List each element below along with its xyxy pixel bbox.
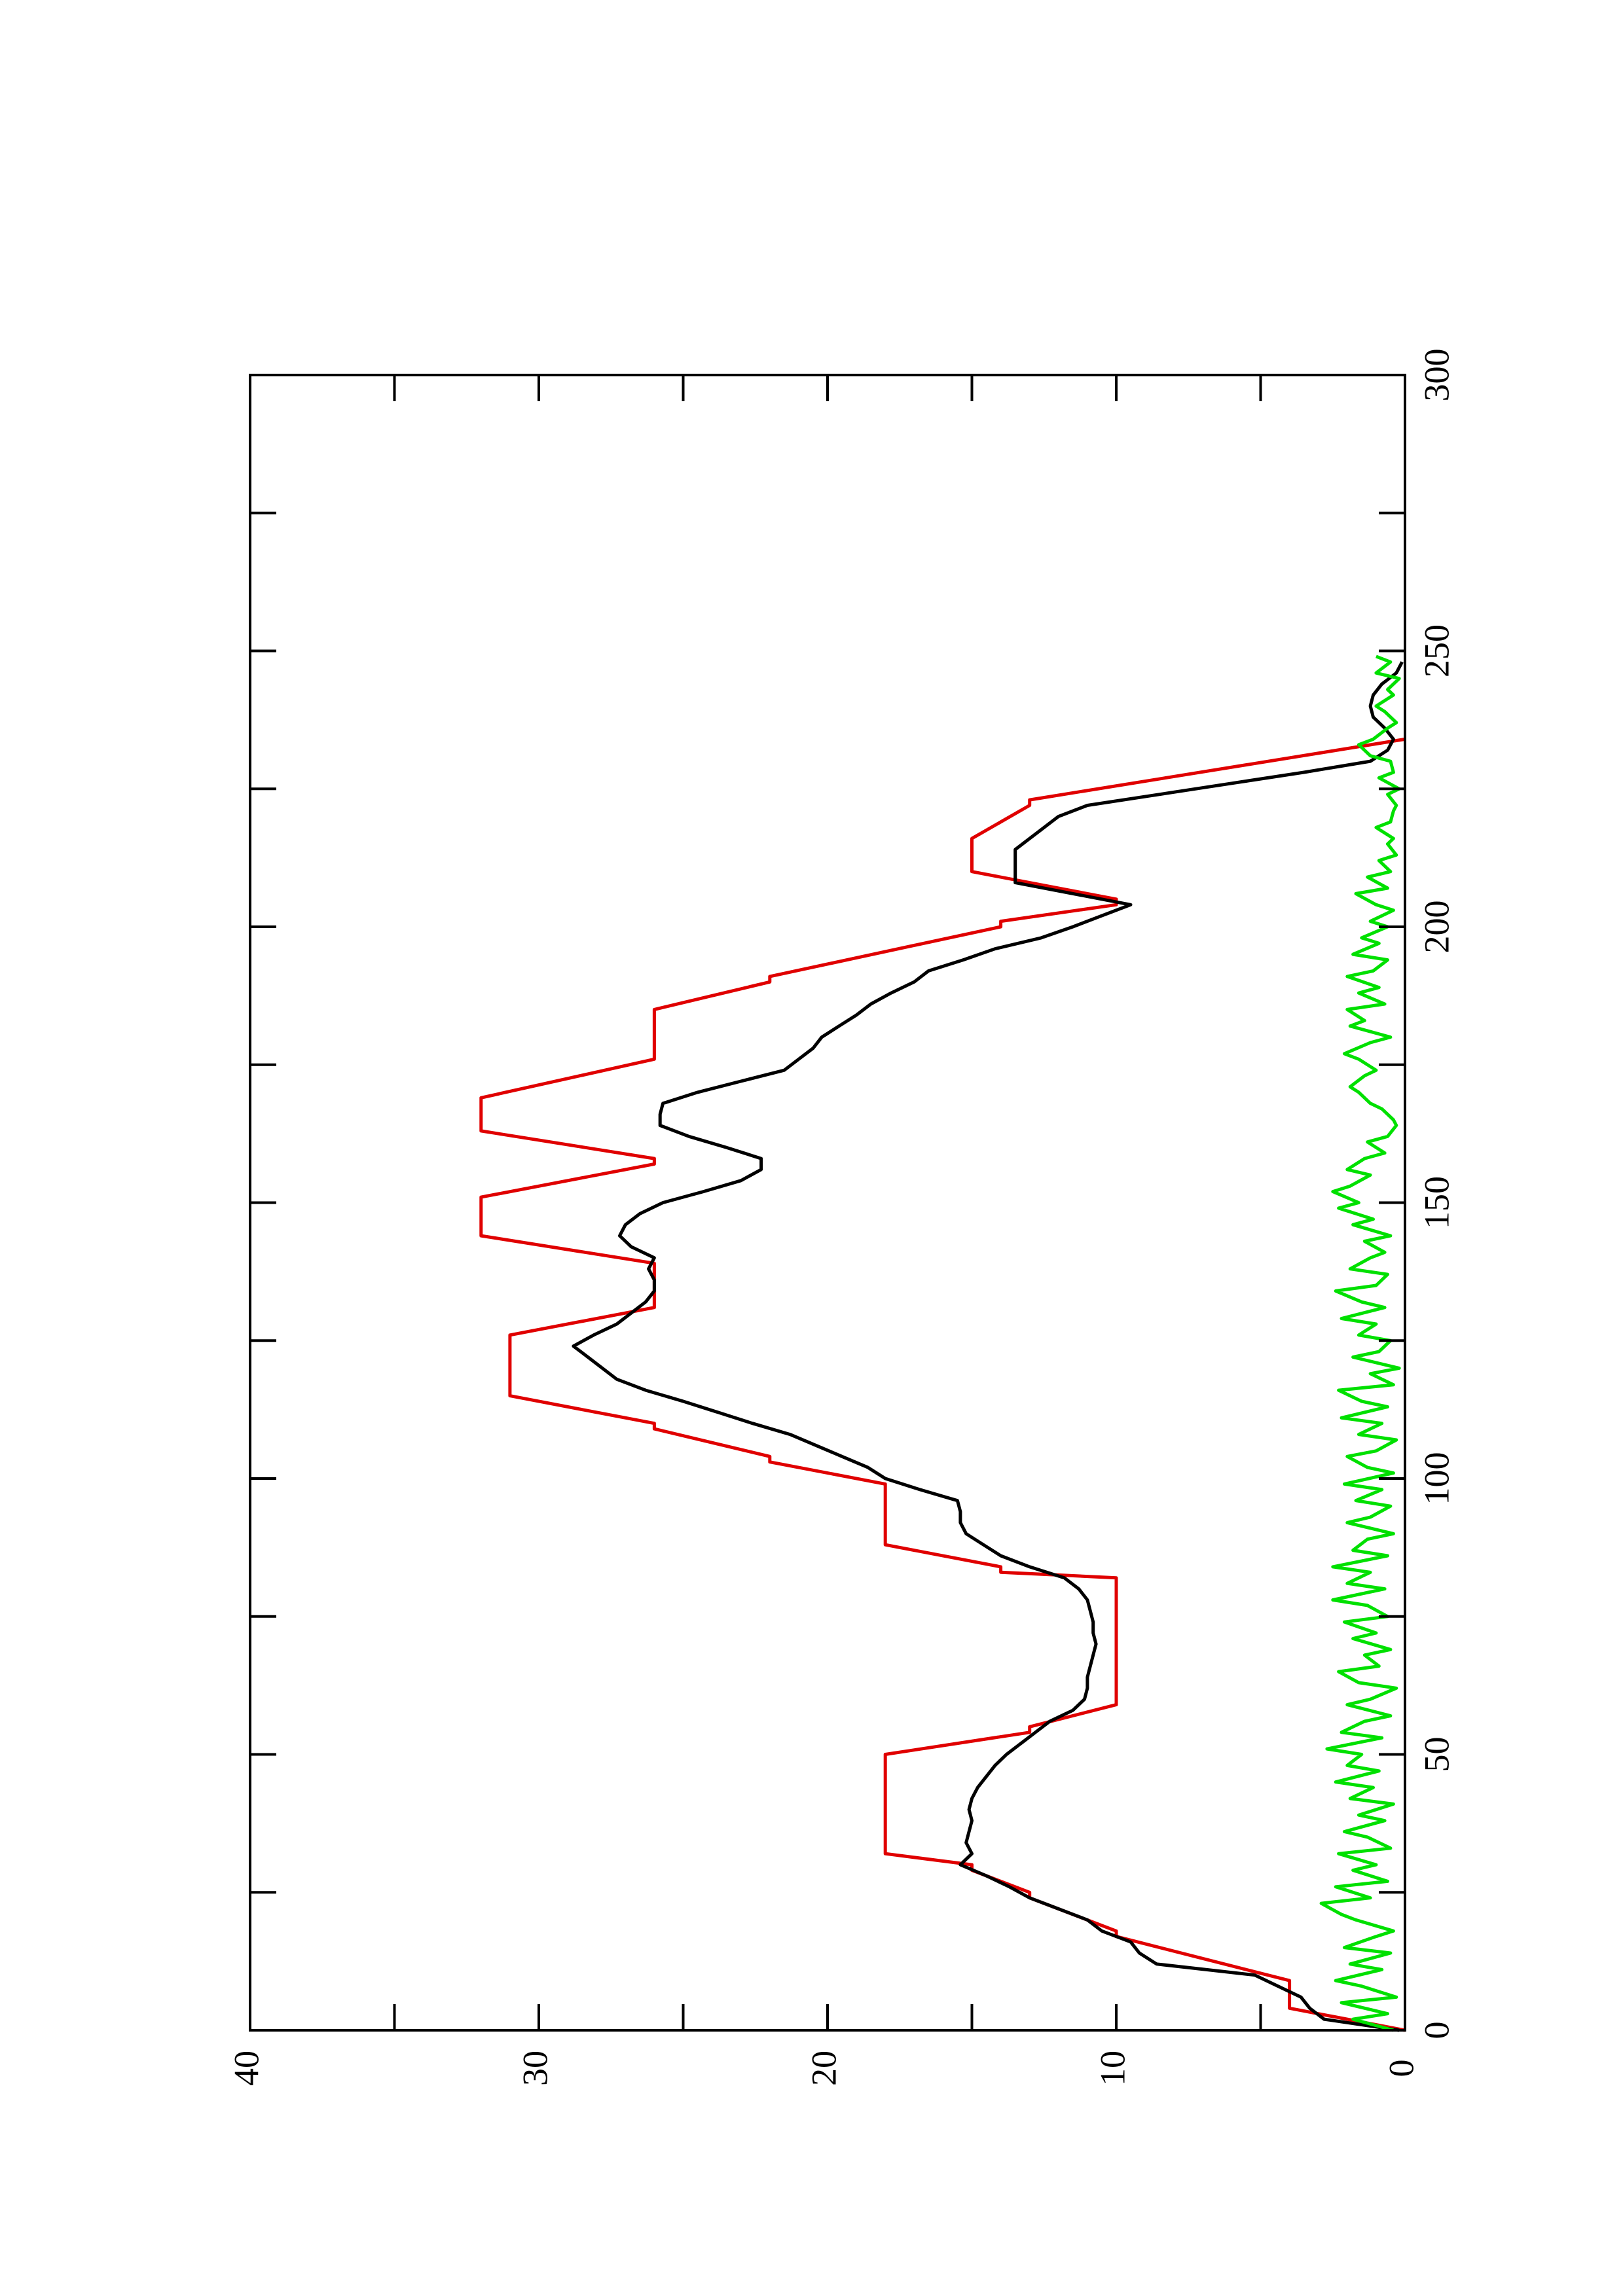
y-tick-label: 10 (1093, 2051, 1132, 2086)
y-tick-label: 20 (804, 2051, 843, 2086)
x-tick-label: 250 (1417, 624, 1456, 677)
tick-labels: 0 50 100 150 200 250 300 0 10 20 30 40 (227, 349, 1456, 2087)
series-line-1 (479, 737, 1406, 2032)
y-tick-label: 30 (515, 2051, 555, 2086)
x-tick-label: 0 (1417, 2022, 1456, 2039)
x-tick-label: 50 (1417, 1737, 1456, 1772)
y-tick-label: 40 (227, 2051, 266, 2086)
ticks-layer (249, 374, 1406, 2032)
y-tick-label: 0 (1381, 2060, 1421, 2077)
series-line-2 (572, 661, 1404, 2032)
x-tick-label: 100 (1417, 1452, 1456, 1505)
x-tick-label: 200 (1417, 901, 1456, 954)
x-tick-label: 300 (1417, 349, 1456, 402)
x-tick-label: 150 (1417, 1176, 1456, 1229)
